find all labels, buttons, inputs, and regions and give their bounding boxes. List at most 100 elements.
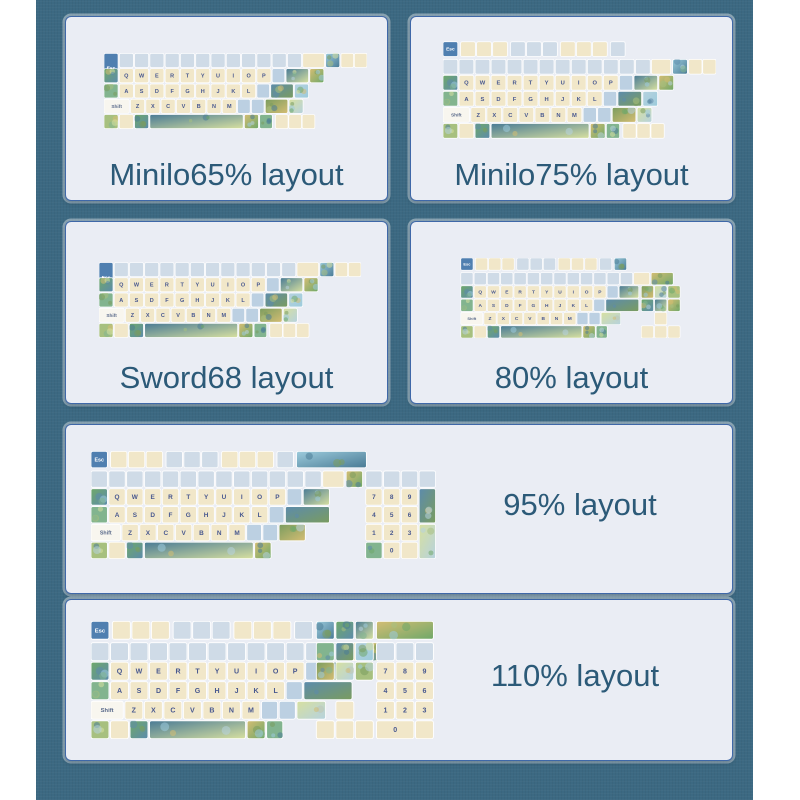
svg-text:N: N: [217, 530, 222, 537]
svg-text:J: J: [217, 89, 220, 95]
svg-text:L: L: [585, 303, 588, 309]
svg-text:B: B: [540, 113, 544, 119]
svg-text:A: A: [124, 89, 128, 95]
svg-text:H: H: [215, 688, 220, 695]
svg-text:B: B: [191, 313, 195, 319]
svg-text:6: 6: [422, 688, 426, 695]
svg-text:Q: Q: [478, 290, 482, 296]
svg-text:J: J: [211, 298, 214, 304]
svg-text:Z: Z: [128, 530, 132, 537]
svg-text:1: 1: [383, 708, 387, 715]
svg-text:A: A: [115, 512, 120, 519]
svg-text:F: F: [513, 97, 517, 103]
svg-text:T: T: [195, 669, 200, 676]
svg-text:K: K: [231, 89, 235, 95]
svg-text:M: M: [248, 708, 254, 715]
svg-text:O: O: [241, 283, 246, 289]
svg-text:E: E: [156, 669, 161, 676]
svg-text:C: C: [166, 104, 170, 110]
svg-text:Shift: Shift: [111, 104, 122, 110]
svg-text:W: W: [480, 81, 486, 87]
svg-text:V: V: [190, 708, 195, 715]
svg-text:K: K: [239, 512, 244, 519]
svg-text:H: H: [201, 89, 205, 95]
svg-text:T: T: [532, 290, 535, 296]
svg-text:P: P: [275, 494, 280, 501]
svg-text:U: U: [561, 81, 565, 87]
svg-text:2: 2: [390, 530, 394, 537]
svg-text:B: B: [197, 104, 201, 110]
svg-text:J: J: [559, 303, 562, 309]
svg-text:S: S: [137, 688, 142, 695]
svg-text:F: F: [519, 303, 522, 309]
svg-text:G: G: [195, 688, 201, 695]
svg-text:P: P: [262, 74, 266, 80]
svg-text:U: U: [234, 669, 239, 676]
svg-text:V: V: [524, 113, 528, 119]
svg-text:Y: Y: [204, 494, 209, 501]
svg-text:D: D: [505, 303, 509, 309]
svg-text:K: K: [254, 688, 260, 695]
svg-text:S: S: [133, 512, 138, 519]
svg-text:D: D: [496, 97, 500, 103]
svg-text:Y: Y: [196, 283, 200, 289]
svg-text:G: G: [532, 303, 536, 309]
svg-text:C: C: [163, 530, 168, 537]
svg-text:R: R: [170, 74, 174, 80]
svg-text:B: B: [209, 708, 214, 715]
svg-text:5: 5: [390, 512, 394, 519]
svg-text:X: X: [146, 530, 151, 537]
svg-text:R: R: [175, 669, 180, 676]
svg-text:7: 7: [372, 494, 376, 501]
svg-text:C: C: [161, 313, 165, 319]
svg-text:W: W: [139, 74, 145, 80]
svg-text:O: O: [273, 669, 279, 676]
svg-text:O: O: [585, 290, 589, 296]
svg-text:E: E: [497, 81, 501, 87]
svg-text:S: S: [140, 89, 144, 95]
svg-text:N: N: [212, 104, 216, 110]
svg-text:I: I: [241, 494, 243, 501]
svg-text:H: H: [545, 303, 549, 309]
svg-text:X: X: [151, 708, 156, 715]
svg-text:J: J: [235, 688, 239, 695]
svg-text:6: 6: [408, 512, 412, 519]
svg-text:3: 3: [422, 708, 426, 715]
svg-text:Y: Y: [201, 74, 205, 80]
svg-text:E: E: [151, 494, 156, 501]
svg-text:K: K: [226, 298, 230, 304]
svg-text:R: R: [168, 494, 173, 501]
svg-text:R: R: [518, 290, 522, 296]
svg-text:Q: Q: [119, 283, 124, 289]
svg-text:Shift: Shift: [467, 316, 476, 321]
svg-text:9: 9: [422, 669, 426, 676]
svg-text:J: J: [222, 512, 226, 519]
svg-text:Y: Y: [215, 669, 220, 676]
svg-text:Esc: Esc: [463, 261, 471, 266]
svg-text:A: A: [119, 298, 123, 304]
svg-text:X: X: [151, 104, 155, 110]
svg-text:C: C: [515, 316, 519, 322]
svg-text:W: W: [491, 290, 496, 296]
svg-text:N: N: [556, 113, 560, 119]
svg-text:D: D: [150, 298, 154, 304]
svg-text:T: T: [186, 494, 190, 501]
svg-text:T: T: [529, 81, 533, 87]
svg-text:Q: Q: [124, 74, 129, 80]
svg-text:G: G: [186, 512, 191, 519]
svg-text:L: L: [593, 97, 597, 103]
svg-text:Esc: Esc: [446, 47, 455, 53]
svg-text:7: 7: [383, 669, 387, 676]
svg-text:L: L: [273, 688, 278, 695]
svg-text:W: W: [132, 494, 139, 501]
svg-text:Q: Q: [115, 494, 120, 501]
svg-text:V: V: [182, 104, 186, 110]
svg-text:4: 4: [372, 512, 376, 519]
svg-text:V: V: [176, 313, 180, 319]
svg-text:O: O: [246, 74, 251, 80]
svg-text:X: X: [146, 313, 150, 319]
svg-text:8: 8: [403, 669, 407, 676]
svg-text:V: V: [181, 530, 186, 537]
svg-text:E: E: [150, 283, 154, 289]
svg-text:M: M: [234, 530, 239, 537]
